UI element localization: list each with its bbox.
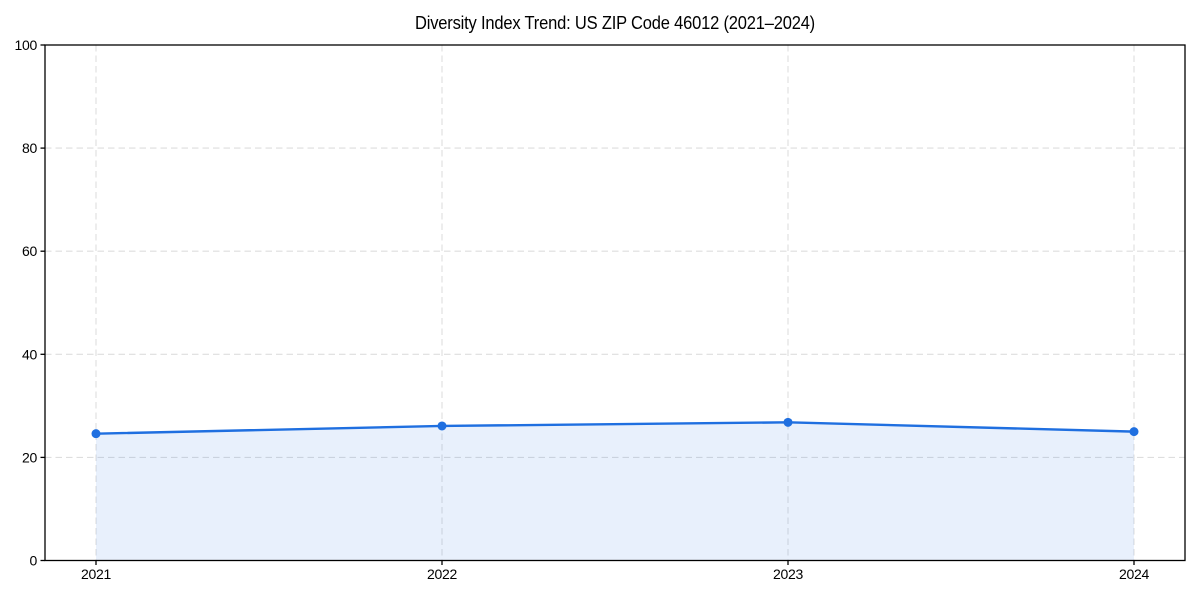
- area-fill-path: [96, 422, 1134, 561]
- data-point-marker: [783, 417, 793, 427]
- x-tick-label: 2022: [427, 566, 457, 582]
- tick-labels: 0 20 40 60 80 100 2021 2022 2023 2024: [15, 37, 1150, 582]
- y-tick-label: 0: [30, 553, 38, 569]
- x-tick-label: 2021: [81, 566, 111, 582]
- chart-title: Diversity Index Trend: US ZIP Code 46012…: [415, 13, 815, 33]
- axes: [40, 44, 1186, 565]
- data-series: [91, 417, 1139, 439]
- data-point-marker: [437, 421, 447, 431]
- y-tick-label: 80: [22, 140, 37, 156]
- y-tick-label: 20: [22, 449, 37, 465]
- data-point-marker: [91, 429, 101, 439]
- area-fill: [96, 422, 1134, 561]
- x-tick-label: 2023: [773, 566, 803, 582]
- y-tick-label: 40: [22, 346, 37, 362]
- gridlines: [45, 45, 1185, 561]
- y-tick-label: 60: [22, 243, 37, 259]
- data-point-marker: [1129, 427, 1139, 437]
- y-tick-label: 100: [15, 37, 38, 53]
- trend-line: [94, 421, 1136, 435]
- x-tick-label: 2024: [1119, 566, 1149, 582]
- plot-border: [44, 44, 1186, 562]
